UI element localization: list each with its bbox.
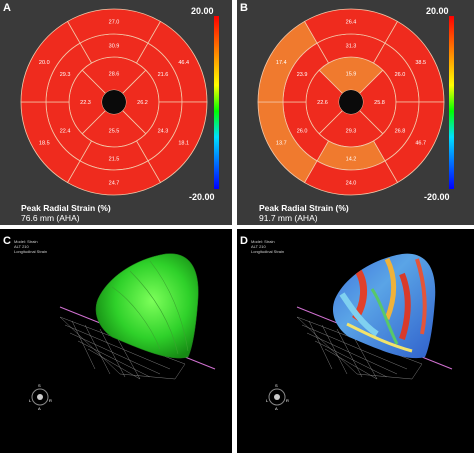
scale-max-label-a: 20.00 [191, 6, 214, 16]
segment-value-mid-6: 23.9 [297, 72, 308, 78]
panel-label-b: B [240, 2, 248, 14]
segment-value-mid-1: 31.3 [346, 44, 357, 50]
bullseye-plot-a: 28.6 26.2 25.5 22.3 30.9 21.6 24.3 21.5 22.4 29.3… [20, 8, 208, 196]
bullseye-center [339, 90, 363, 114]
panel-b: 15.9 25.8 29.3 22.6 31.3 26.0 26.8 14.2 26.0 23.9… [237, 0, 474, 225]
segment-value-outer-6: 17.4 [276, 60, 287, 66]
segment-value-outer-4: 24.7 [109, 181, 120, 187]
caption-title-b: Peak Radial Strain (%) [259, 203, 349, 213]
segment-value-outer-5: 18.5 [39, 140, 50, 146]
scale-max-label-b: 20.00 [426, 6, 449, 16]
orient-superior-c: S [38, 383, 41, 388]
strain-surface-colored [332, 253, 436, 359]
panel-label-c: C [3, 235, 11, 247]
bullseye-center [102, 90, 126, 114]
heart-model-3d-d [296, 253, 453, 380]
segment-value-apical-3: 29.3 [346, 129, 357, 135]
segment-outer-6 [257, 20, 318, 103]
segment-value-outer-1: 27.0 [109, 20, 120, 26]
segment-value-apical-4: 22.6 [317, 100, 328, 106]
orientation-marker-d: L R A S [266, 383, 289, 411]
scale-min-label-b: -20.00 [424, 192, 450, 202]
strain-surface-green [95, 253, 199, 359]
panel-label-a: A [3, 2, 11, 14]
scale-min-label-a: -20.00 [189, 192, 215, 202]
segment-value-mid-6: 29.3 [60, 72, 71, 78]
caption-b: Peak Radial Strain (%) 91.7 mm (AHA) [259, 203, 349, 223]
segment-value-apical-4: 22.3 [80, 100, 91, 106]
color-scale-bar-b [449, 16, 454, 189]
segment-value-outer-2: 38.5 [415, 60, 426, 66]
segment-value-mid-2: 26.0 [395, 72, 406, 78]
orient-anterior-d: A [275, 406, 278, 411]
segment-value-outer-5: 13.7 [276, 140, 287, 146]
model-info-c: Model: Strain ALT 210 Longitudinal Strai… [14, 239, 48, 254]
panel-label-d: D [240, 235, 248, 247]
segment-value-mid-5: 26.0 [297, 128, 308, 134]
segment-value-mid-4: 21.5 [109, 157, 120, 163]
orient-left-d: L [266, 398, 269, 403]
segment-value-mid-3: 26.8 [395, 128, 406, 134]
segment-outer-6 [20, 20, 81, 103]
caption-subtitle-b: 91.7 mm (AHA) [259, 213, 318, 223]
segment-value-apical-2: 25.8 [374, 100, 385, 106]
orient-right-d: R [286, 398, 289, 403]
color-scale-bar-a [214, 16, 219, 189]
caption-title-a: Peak Radial Strain (%) [21, 203, 111, 213]
orientation-marker-c: L R A S [29, 383, 52, 411]
panel-a: 28.6 26.2 25.5 22.3 30.9 21.6 24.3 21.5 22.4 29.3… [0, 0, 232, 225]
caption-subtitle-a: 76.6 mm (AHA) [21, 213, 80, 223]
segment-value-outer-4: 24.0 [346, 181, 357, 187]
segment-value-outer-6: 20.0 [39, 60, 50, 66]
segment-value-apical-2: 26.2 [137, 100, 148, 106]
segment-value-outer-2: 46.4 [178, 60, 189, 66]
segment-value-outer-3: 46.7 [415, 140, 426, 146]
panel-c: C Model: Strain ALT 210 Longitudinal Str… [0, 229, 232, 453]
orient-anterior-c: A [38, 406, 41, 411]
panel-d: D Model: Strain ALT 210 Longitudinal Str… [237, 229, 474, 453]
orient-left-c: L [29, 398, 32, 403]
segment-value-mid-3: 24.3 [158, 128, 169, 134]
segment-value-apical-1: 28.6 [109, 72, 120, 78]
segment-value-mid-4: 14.2 [346, 157, 357, 163]
segment-value-outer-3: 18.1 [178, 140, 189, 146]
bullseye-plot-b: 15.9 25.8 29.3 22.6 31.3 26.0 26.8 14.2 26.0 23.9… [257, 8, 445, 196]
orient-right-c: R [49, 398, 52, 403]
model-info-d: Model: Strain ALT 210 Longitudinal Strai… [251, 239, 285, 254]
caption-a: Peak Radial Strain (%) 76.6 mm (AHA) [21, 203, 111, 223]
segment-value-mid-2: 21.6 [158, 72, 169, 78]
segment-value-mid-1: 30.9 [109, 44, 120, 50]
segment-value-apical-3: 25.5 [109, 129, 120, 135]
segment-value-apical-1: 15.9 [346, 72, 357, 78]
heart-model-3d-c [59, 253, 216, 380]
segment-value-mid-5: 22.4 [60, 128, 71, 134]
segment-value-outer-1: 26.4 [346, 20, 357, 26]
orient-superior-d: S [275, 383, 278, 388]
